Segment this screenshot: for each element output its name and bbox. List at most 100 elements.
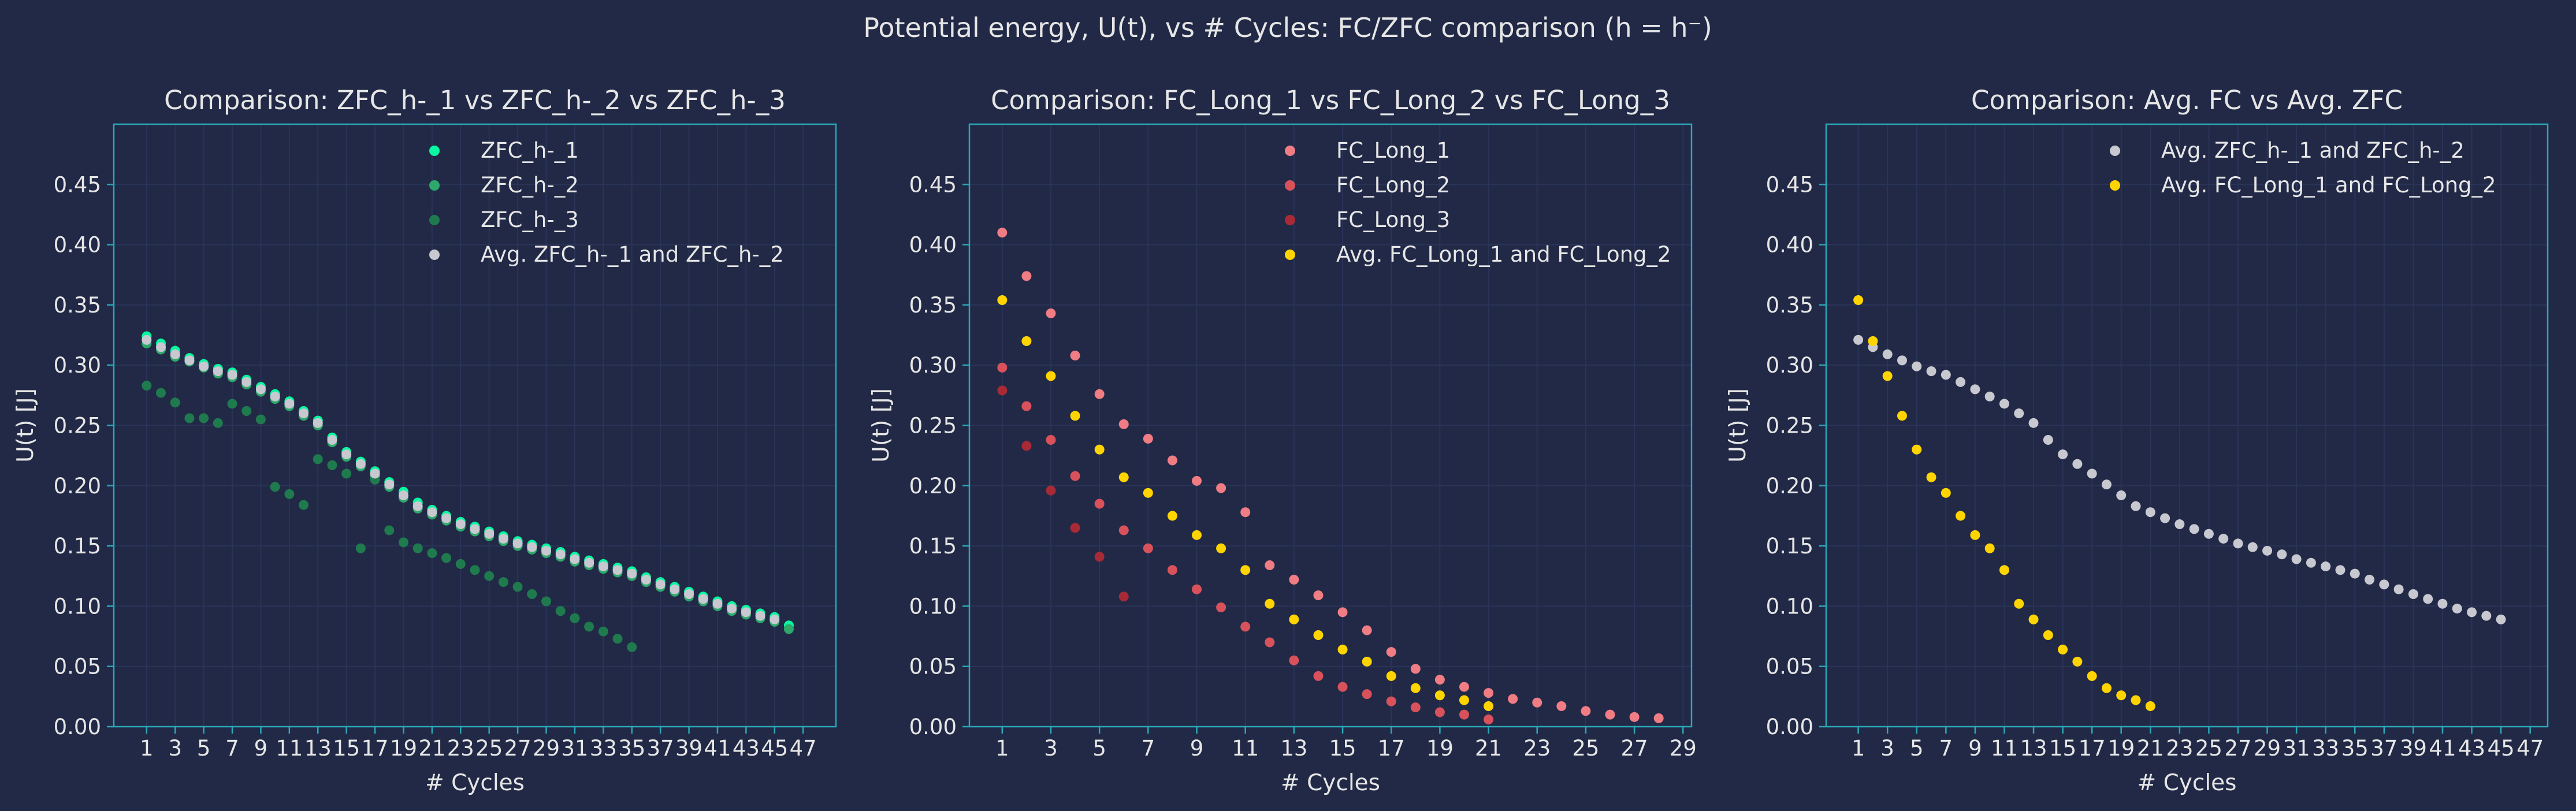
data-point — [227, 399, 237, 409]
x-tick-label: 45 — [761, 736, 788, 761]
data-point — [1216, 602, 1226, 612]
y-tick-label: 0.35 — [54, 293, 101, 318]
data-point — [1897, 411, 1907, 421]
data-point — [1192, 584, 1202, 594]
data-point — [584, 557, 594, 568]
data-point — [2101, 479, 2112, 490]
data-point — [555, 549, 566, 560]
x-tick-label: 5 — [1910, 736, 1924, 761]
data-point — [1434, 707, 1445, 717]
x-tick-label: 1 — [995, 736, 1009, 761]
data-point — [1912, 444, 1922, 455]
chart-panel-2: 1 3 5 7 9 11 13 15 17 19 21 23 25 27 290.000.050.100.1… — [868, 85, 1697, 796]
data-point — [1313, 630, 1324, 640]
x-tick-label: 45 — [2488, 736, 2515, 761]
y-tick-label: 0.15 — [54, 534, 101, 559]
data-point — [1167, 511, 1177, 521]
legend-label: ZFC_h-_3 — [481, 207, 579, 232]
data-point — [1629, 712, 1640, 722]
data-point — [783, 624, 794, 634]
data-point — [997, 362, 1008, 373]
data-point — [1094, 444, 1105, 455]
x-tick-label: 5 — [197, 736, 211, 761]
data-point — [598, 561, 608, 572]
data-point — [2393, 584, 2404, 594]
y-tick-label: 0.45 — [1766, 172, 1813, 197]
x-tick-label: 7 — [1142, 736, 1155, 761]
legend-label: Avg. FC_Long_1 and FC_Long_2 — [2161, 173, 2496, 198]
data-point — [299, 408, 309, 419]
data-point — [142, 381, 152, 391]
x-tick-label: 39 — [2400, 736, 2427, 761]
y-tick-label: 0.45 — [909, 172, 957, 197]
y-tick-label: 0.15 — [1766, 534, 1813, 559]
data-point — [1941, 488, 1951, 498]
data-point — [2087, 671, 2097, 681]
x-tick-label: 17 — [362, 736, 389, 761]
data-point — [541, 545, 552, 556]
data-point — [1556, 701, 1567, 712]
data-point — [170, 349, 180, 359]
data-point — [741, 607, 751, 617]
data-point — [1410, 702, 1421, 713]
data-point — [1897, 355, 1907, 366]
data-point — [2058, 449, 2068, 460]
data-point — [541, 596, 552, 607]
x-tick-label: 27 — [504, 736, 531, 761]
data-point — [1313, 590, 1324, 601]
x-tick-label: 13 — [304, 736, 332, 761]
y-tick-label: 0.40 — [909, 233, 957, 258]
series-2 — [997, 362, 1494, 724]
data-point — [470, 565, 480, 575]
legend-marker — [429, 215, 440, 225]
data-point — [156, 388, 166, 398]
data-point — [584, 622, 594, 632]
data-point — [2072, 459, 2083, 469]
data-point — [1337, 607, 1348, 617]
data-point — [1021, 401, 1032, 411]
data-point — [627, 642, 637, 652]
y-tick-label: 0.10 — [1766, 594, 1813, 619]
x-tick-label: 3 — [1880, 736, 1894, 761]
data-point — [284, 489, 295, 499]
data-point — [2174, 519, 2185, 530]
legend-marker — [1285, 180, 1295, 191]
y-tick-label: 0.30 — [54, 353, 101, 378]
y-axis-label: U(t) [J] — [1725, 388, 1751, 463]
x-tick-label: 21 — [2137, 736, 2164, 761]
data-point — [570, 613, 580, 623]
x-tick-label: 21 — [1475, 736, 1502, 761]
data-point — [455, 519, 466, 530]
data-point — [1143, 433, 1153, 444]
data-point — [1289, 614, 1299, 624]
data-point — [270, 391, 280, 401]
legend-marker — [2110, 146, 2120, 156]
data-point — [1265, 560, 1275, 570]
data-point — [2116, 490, 2127, 500]
x-tick-label: 15 — [2049, 736, 2076, 761]
data-point — [1970, 530, 1980, 540]
y-tick-label: 0.15 — [909, 534, 957, 559]
data-point — [1362, 656, 1372, 667]
data-point — [1070, 351, 1080, 361]
data-point — [313, 418, 323, 428]
data-point — [327, 435, 337, 445]
data-point — [1143, 488, 1153, 498]
data-point — [213, 418, 223, 428]
data-point — [455, 559, 466, 569]
y-tick-label: 0.30 — [1766, 353, 1813, 378]
data-point — [612, 565, 623, 575]
data-point — [2408, 589, 2418, 600]
chart-panel-1: 1 3 5 7 9 11 13 15 17 19 21 23 25 27 29 31 33 35 37 39 41 43 4… — [13, 85, 837, 796]
data-point — [1434, 690, 1445, 701]
data-point — [527, 542, 537, 552]
data-point — [2335, 565, 2345, 575]
chart-panel-3: 1 3 5 7 9 11 13 15 17 19 21 23 25 27 29 31 33 35 37 39 41 43 4… — [1725, 85, 2549, 796]
y-tick-label: 0.00 — [909, 715, 957, 739]
x-tick-label: 9 — [254, 736, 268, 761]
data-point — [1216, 543, 1226, 553]
data-point — [1046, 435, 1056, 445]
data-point — [598, 626, 608, 637]
